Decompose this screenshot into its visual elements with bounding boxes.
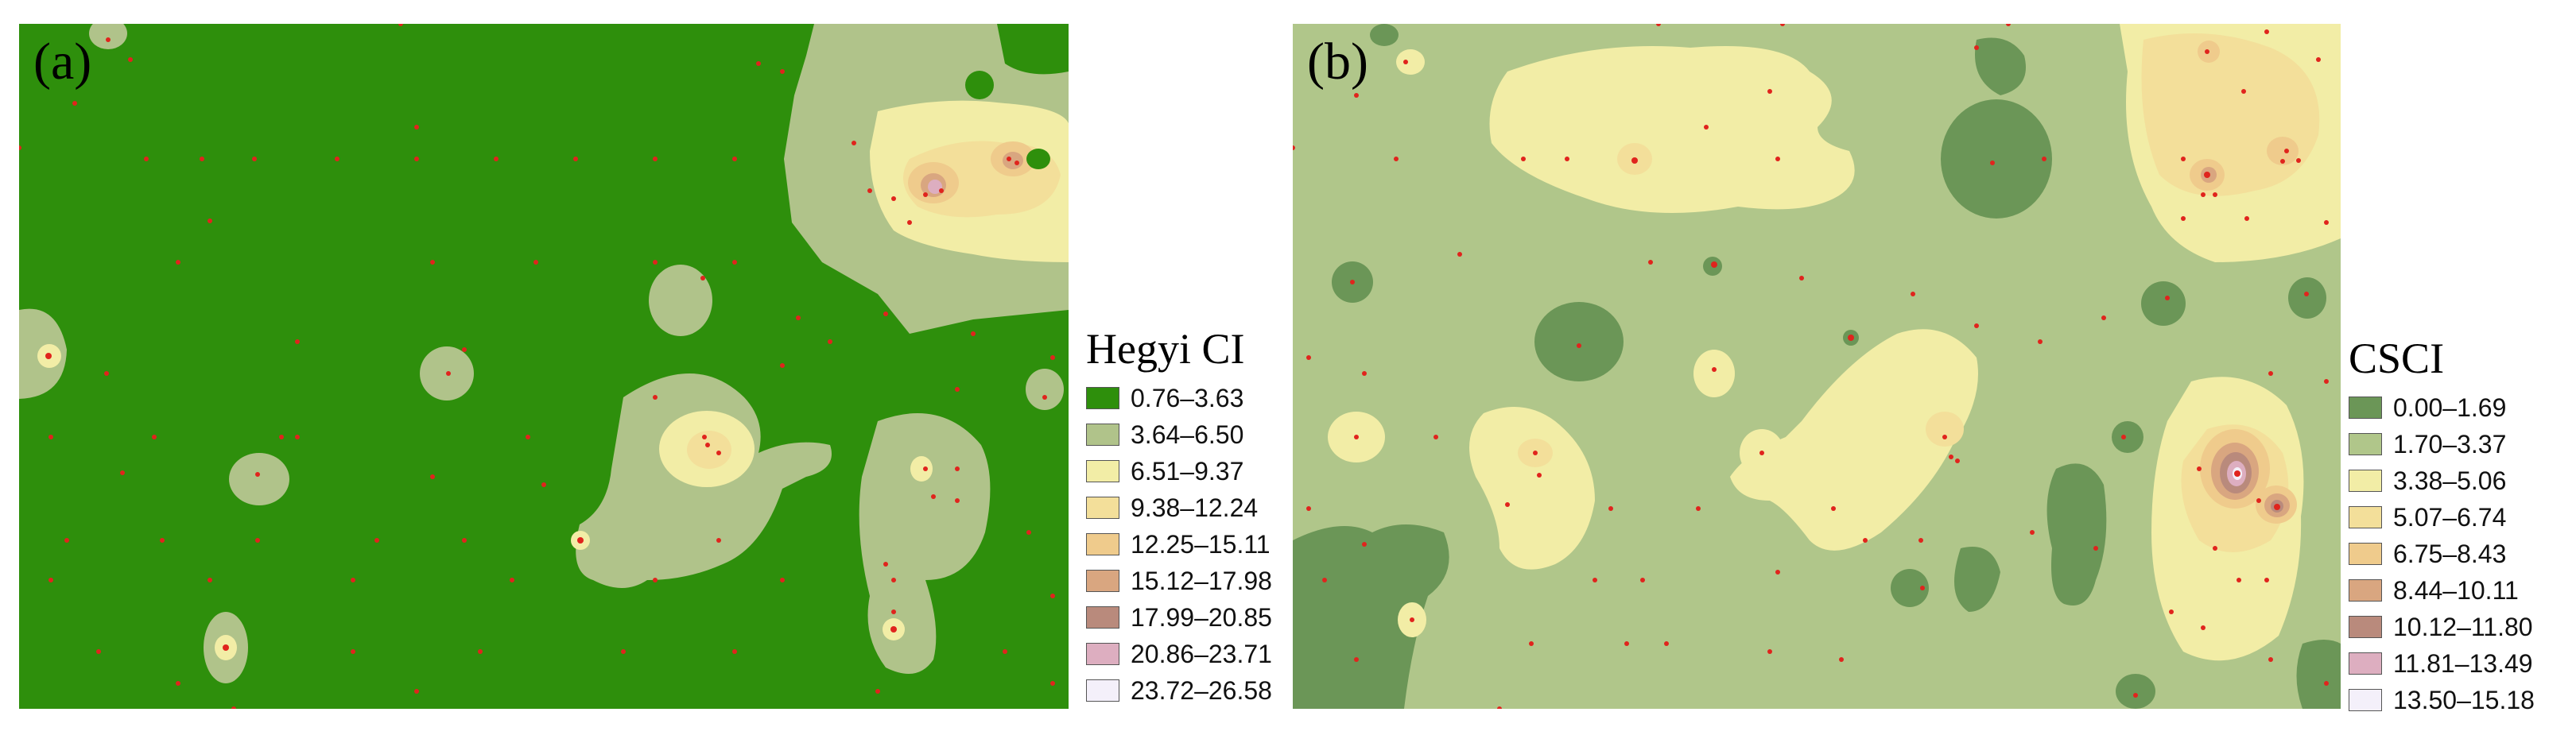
legend-swatch xyxy=(1086,533,1119,555)
class-8-zones xyxy=(928,180,942,194)
sample-points xyxy=(1293,24,2329,709)
legend-range: 23.72–26.58 xyxy=(1131,675,1272,705)
legend-row: 5.07–6.74 xyxy=(2349,499,2535,536)
legend-row: 1.70–3.37 xyxy=(2349,426,2535,462)
legend-swatch xyxy=(1086,387,1119,409)
legend-swatch xyxy=(1086,424,1119,446)
csci-map xyxy=(1293,24,2341,709)
legend-swatch xyxy=(2349,579,2382,602)
legend-range: 3.38–5.06 xyxy=(2393,466,2507,495)
legend-range: 9.38–12.24 xyxy=(1131,493,1259,522)
class-1-zones xyxy=(1293,24,2341,709)
legend-classes: 0.00–1.69 1.70–3.37 3.38–5.06 5.07–6.74 … xyxy=(2349,389,2535,718)
legend-swatch xyxy=(2349,397,2382,419)
legend-row: 3.64–6.50 xyxy=(1086,416,1272,453)
legend-swatch xyxy=(1086,497,1119,519)
legend-range: 8.44–10.11 xyxy=(2393,575,2519,605)
legend-range: 5.07–6.74 xyxy=(2393,502,2507,532)
hegyi-ci-map xyxy=(19,24,1069,709)
legend-range: 0.76–3.63 xyxy=(1131,383,1244,412)
legend-swatch xyxy=(2349,433,2382,455)
panel-label-b: (b) xyxy=(1307,33,1368,91)
legend-swatch xyxy=(1086,460,1119,482)
legend-swatch xyxy=(2349,470,2382,492)
legend-row: 0.76–3.63 xyxy=(1086,380,1272,416)
legend-row: 11.81–13.49 xyxy=(2349,645,2535,682)
legend-range: 15.12–17.98 xyxy=(1131,566,1272,595)
legend-range: 0.00–1.69 xyxy=(2393,393,2507,422)
legend-swatch xyxy=(1086,606,1119,629)
legend-swatch xyxy=(2349,543,2382,565)
legend-title: Hegyi CI xyxy=(1086,325,1245,373)
legend-row: 23.72–26.58 xyxy=(1086,672,1272,709)
legend-row: 3.38–5.06 xyxy=(2349,462,2535,499)
legend-swatch xyxy=(2349,506,2382,528)
legend-row: 12.25–15.11 xyxy=(1086,526,1272,563)
legend-range: 12.25–15.11 xyxy=(1131,529,1271,559)
legend-range: 6.75–8.43 xyxy=(2393,539,2507,568)
legend-range: 3.64–6.50 xyxy=(1131,420,1244,449)
legend-swatch xyxy=(2349,616,2382,638)
legend-row: 6.51–9.37 xyxy=(1086,453,1272,489)
legend-range: 20.86–23.71 xyxy=(1131,639,1272,668)
legend-row: 17.99–20.85 xyxy=(1086,599,1272,636)
legend-row: 9.38–12.24 xyxy=(1086,489,1272,526)
legend-swatch xyxy=(1086,570,1119,592)
class-1-islands xyxy=(965,24,1069,169)
legend-range: 10.12–11.80 xyxy=(2393,612,2533,641)
sample-points xyxy=(19,24,1055,709)
legend-row: 10.12–11.80 xyxy=(2349,609,2535,645)
legend-row: 15.12–17.98 xyxy=(1086,563,1272,599)
legend-range: 17.99–20.85 xyxy=(1131,602,1272,632)
legend-range: 13.50–15.18 xyxy=(2393,685,2535,714)
legend-hegyi-ci: Hegyi CI 0.76–3.63 3.64–6.50 6.51–9.37 9… xyxy=(1086,324,1272,709)
panel-b: (b) xyxy=(1293,24,2341,709)
legend-row: 8.44–10.11 xyxy=(2349,572,2535,609)
panel-label-a: (a) xyxy=(33,33,92,91)
panel-a: (a) xyxy=(19,24,1069,709)
legend-row: 13.50–15.18 xyxy=(2349,682,2535,718)
legend-row: 0.00–1.69 xyxy=(2349,389,2535,426)
legend-swatch xyxy=(1086,679,1119,702)
legend-range: 6.51–9.37 xyxy=(1131,456,1244,486)
legend-range: 11.81–13.49 xyxy=(2393,648,2533,678)
legend-range: 1.70–3.37 xyxy=(2393,429,2507,458)
legend-title: CSCI xyxy=(2349,335,2445,382)
legend-classes: 0.76–3.63 3.64–6.50 6.51–9.37 9.38–12.24… xyxy=(1086,380,1272,709)
legend-csci: CSCI 0.00–1.69 1.70–3.37 3.38–5.06 5.07–… xyxy=(2349,334,2535,718)
legend-row: 20.86–23.71 xyxy=(1086,636,1272,672)
legend-swatch xyxy=(1086,643,1119,665)
legend-swatch xyxy=(2349,652,2382,675)
legend-row: 6.75–8.43 xyxy=(2349,536,2535,572)
legend-swatch xyxy=(2349,689,2382,711)
